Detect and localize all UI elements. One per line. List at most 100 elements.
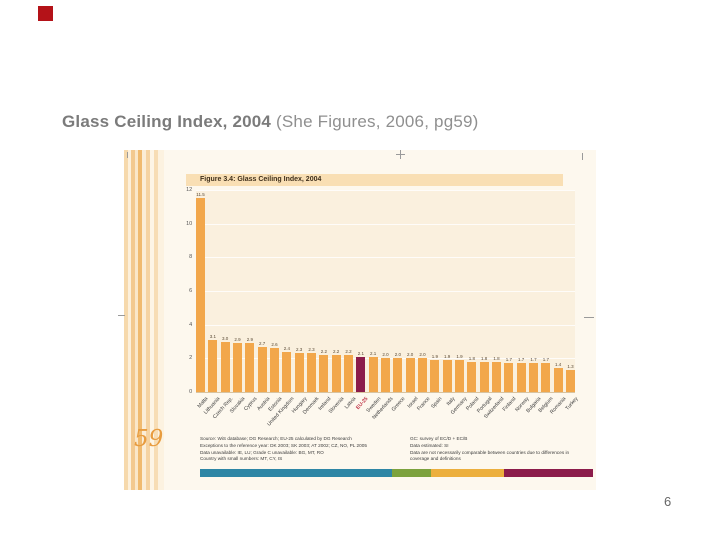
footnote-block-left: Source: WiS database; DG Research; EU-25…: [200, 436, 396, 463]
bar: 2.2: [331, 349, 341, 392]
crop-mark: [400, 150, 401, 159]
gridline: [196, 257, 575, 259]
bar: 1.9: [442, 354, 452, 392]
bar-value-label: 1.9: [431, 354, 438, 360]
bar-value-label: 1.4: [555, 362, 562, 368]
bar: 1.8: [479, 356, 489, 392]
bar-value-label: 2.0: [382, 352, 389, 358]
bar-value-label: 1.8: [493, 355, 500, 361]
bar-value-label: 2.0: [407, 352, 414, 358]
bar: 1.4: [553, 362, 563, 392]
crop-mark: [127, 152, 128, 158]
bar: 2.7: [257, 341, 267, 392]
bar: 1.8: [467, 356, 477, 392]
bar-value-label: 2.0: [394, 352, 401, 358]
bar: 2.9: [245, 337, 255, 392]
figure-heading: Figure 3.4: Glass Ceiling Index, 2004: [186, 174, 563, 186]
bar-value-label: 2.1: [370, 350, 377, 356]
crop-mark: [582, 153, 583, 160]
bar: 2.3: [307, 347, 316, 392]
footnote-line: Country with small numbers: MT, CY, IS: [200, 456, 283, 462]
bar-value-label: 2.2: [320, 348, 327, 354]
bar-value-label: 2.1: [357, 350, 364, 356]
bar-value-label: 2.9: [246, 337, 253, 343]
left-stripe-band: [118, 150, 164, 490]
y-axis-tick-label: 6: [189, 288, 193, 294]
bar: 2.4: [282, 346, 292, 392]
bar-value-label: 1.7: [505, 357, 512, 363]
bar-value-label: 2.0: [419, 352, 426, 358]
bar-value-label: 1.8: [468, 355, 475, 361]
bar-value-label: 1.7: [530, 357, 537, 363]
crop-mark: [118, 315, 125, 316]
bar: 3.1: [208, 334, 218, 392]
chart-baseline: [196, 392, 575, 393]
bar: 2.2: [344, 349, 353, 392]
bar-value-label: 1.8: [481, 355, 488, 361]
bar: 2.2: [319, 349, 329, 392]
bottom-color-bar: [200, 469, 593, 477]
bar: 1.3: [566, 364, 575, 392]
footnote-line: Data estimated: SI: [410, 442, 449, 448]
chart-plot-area: 12 10 8 6 4 2 0 11.5 3.1 3.0 2.9 2.9 2.7 2.6 2.4 2.3 2.3…: [186, 187, 575, 395]
footnote-line: Data are not necessarily comparable betw…: [410, 449, 570, 462]
color-bar-segment: [200, 469, 392, 477]
bar: 3.0: [220, 336, 230, 392]
gridline: [196, 190, 575, 191]
y-axis-tick-label: 10: [186, 220, 193, 227]
bar: 11.5: [196, 192, 205, 392]
bar: 1.8: [492, 356, 501, 392]
bar-value-label: 1.3: [567, 364, 574, 370]
bar-value-label: 1.7: [518, 357, 525, 363]
bar: 2.0: [381, 352, 390, 392]
bar: 2.9: [233, 337, 242, 392]
footnote-line: Data unavailable: IE, LU; Grade C unavai…: [200, 449, 324, 455]
bar: 2.1: [356, 351, 366, 392]
gridline: [196, 291, 575, 292]
bar-value-label: 2.2: [333, 348, 340, 354]
footnote-line: Exceptions to the reference year: DK 200…: [200, 442, 367, 448]
bar: 2.3: [294, 347, 304, 392]
slide-title: Glass Ceiling Index, 2004 (She Figures, …: [62, 112, 479, 132]
bar-value-label: 3.0: [222, 335, 229, 341]
bar: 1.7: [504, 357, 514, 392]
bar-value-label: 2.9: [234, 337, 241, 343]
gridline: [196, 324, 575, 326]
bar: 1.7: [516, 357, 526, 392]
bar: 1.9: [430, 354, 440, 392]
bar-value-label: 2.4: [283, 345, 290, 351]
y-axis-tick-label: 0: [189, 389, 193, 395]
color-bar-segment: [392, 469, 431, 477]
color-bar-segment: [504, 469, 593, 477]
bar-value-label: 1.7: [542, 357, 549, 363]
bar-value-label: 3.1: [209, 333, 216, 339]
slide-page-number: 6: [664, 494, 672, 509]
bar: 2.0: [393, 352, 403, 392]
y-axis-tick-label: 8: [189, 254, 193, 261]
gridline: [196, 223, 575, 225]
y-axis-tick-label: 12: [186, 187, 193, 193]
embedded-figure-image: Figure 3.4: Glass Ceiling Index, 2004 12…: [118, 150, 596, 490]
footnote-line: Source: WiS database; DG Research; EU-25…: [200, 436, 352, 441]
bar: 1.9: [455, 354, 464, 392]
bar: 2.1: [368, 351, 378, 392]
bar-value-label: 2.2: [345, 348, 352, 354]
footnote-line: GC: survey of EC/D + EC/B: [410, 436, 468, 441]
figure-page-number: 59: [134, 426, 164, 452]
bar: 1.7: [529, 357, 538, 392]
footnote-block-right: GC: survey of EC/D + EC/B Data estimated…: [410, 436, 580, 463]
color-bar-segment: [431, 469, 504, 477]
bar-value-label: 2.3: [296, 347, 303, 353]
slide-title-source: (She Figures, 2006, pg59): [271, 112, 479, 131]
bar: 2.0: [418, 352, 427, 392]
bar-value-label: 2.6: [271, 342, 278, 348]
bar: 1.7: [541, 357, 551, 392]
bar: 2.6: [270, 342, 279, 392]
bar-value-label: 11.5: [196, 192, 205, 198]
bar-value-label: 2.3: [308, 347, 315, 353]
bar: 2.0: [405, 352, 415, 392]
slide-title-main: Glass Ceiling Index, 2004: [62, 112, 272, 131]
y-axis-tick-label: 4: [189, 321, 193, 328]
slide-accent-square: [38, 6, 53, 21]
